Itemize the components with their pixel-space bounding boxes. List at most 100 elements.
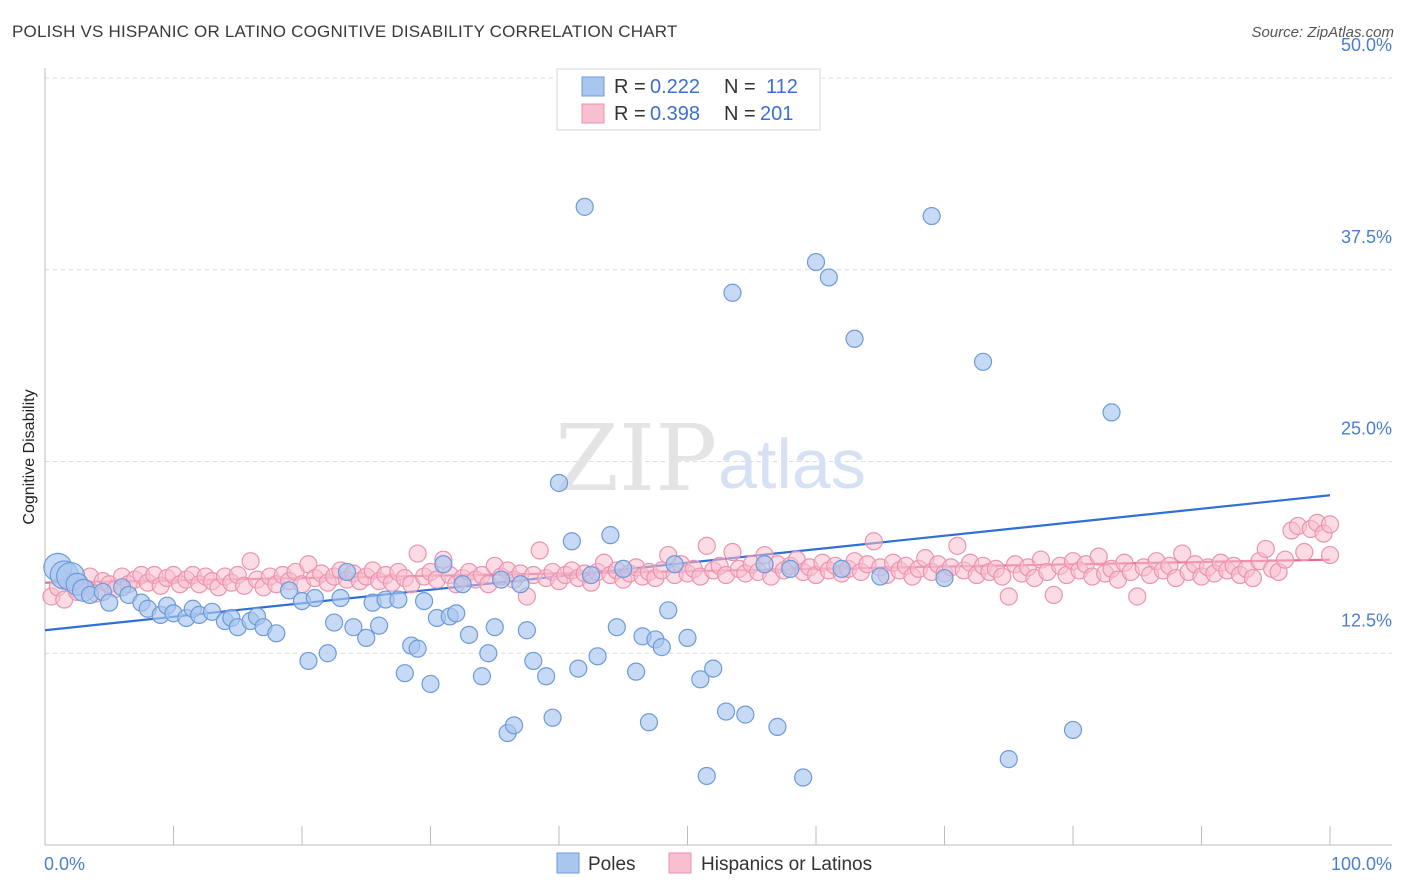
poles-point-39 (389, 590, 408, 609)
bottom-legend: Poles Hispanics or Latinos (556, 852, 872, 875)
poles-point-73 (639, 713, 659, 732)
poles-point-44 (421, 674, 440, 694)
y-tick-label-1: 25.0% (1341, 419, 1392, 439)
poles-point-35 (357, 628, 376, 648)
watermark-atlas: atlas (718, 425, 866, 503)
poles-point-64 (569, 659, 588, 678)
y-tick-labels: 12.5% 25.0% 37.5% 50.0% (1341, 35, 1392, 630)
poles-point-60 (537, 667, 556, 686)
hispanics-point-141 (948, 536, 967, 555)
poles-point-93 (871, 567, 890, 586)
hispanics-point-31 (241, 552, 260, 571)
poles-point-62 (549, 473, 569, 493)
poles-point-57 (511, 575, 530, 594)
poles-point-58 (517, 621, 536, 640)
poles-point-63 (562, 532, 581, 551)
hispanics-point-106 (723, 542, 742, 562)
hispanics-point-76 (530, 541, 549, 560)
poles-point-91 (832, 559, 851, 578)
poles-point-70 (614, 559, 633, 578)
hispanics-point-199 (1320, 515, 1340, 534)
poles-point-59 (524, 651, 543, 671)
poles-point-43 (414, 591, 434, 611)
poles-point-18 (202, 602, 222, 621)
poles-point-56 (504, 716, 524, 735)
poles-point-83 (723, 283, 742, 302)
legend-r-label-hispanics: R = (614, 103, 646, 125)
poles-point-32 (331, 588, 350, 608)
poles-point-54 (492, 570, 511, 589)
legend-r-value-poles: 0.222 (650, 76, 700, 98)
poles-point-50 (459, 625, 479, 644)
legend-swatch-poles (581, 76, 605, 97)
legend-n-label-hispanics: N = (724, 103, 756, 125)
legend-r-label-poles: R = (614, 76, 646, 98)
poles-point-61 (543, 708, 562, 727)
legend-n-label-poles: N = (724, 76, 756, 98)
poles-point-49 (453, 575, 472, 594)
poles-point-51 (472, 667, 491, 686)
source-label: Source: ZipAtlas.com (1251, 24, 1394, 41)
poles-point-68 (601, 526, 620, 545)
series-hispanics-points (42, 513, 1340, 609)
poles-point-71 (626, 662, 646, 681)
poles-point-89 (806, 252, 826, 272)
legend-box: R = 0.222 N = 112 R = 0.398 N = 201 (556, 68, 821, 131)
poles-point-52 (479, 644, 498, 663)
poles-point-7 (100, 593, 119, 612)
poles-point-48 (447, 604, 466, 623)
x-tick-label-min: 0.0% (44, 854, 85, 874)
poles-point-75 (652, 638, 671, 657)
poles-point-87 (781, 559, 800, 578)
poles-point-34 (344, 618, 363, 637)
y-tick-label-3: 50.0% (1341, 35, 1392, 55)
y-tick-label-0: 12.5% (1341, 610, 1392, 630)
hispanics-point-192 (1275, 550, 1295, 569)
poles-point-80 (697, 766, 716, 786)
poles-point-98 (1063, 720, 1083, 740)
axes (44, 68, 1392, 846)
poles-point-97 (999, 749, 1018, 769)
y-tick-label-2: 37.5% (1341, 227, 1392, 247)
hispanics-point-148 (993, 567, 1012, 586)
poles-point-29 (305, 588, 324, 608)
poles-point-92 (845, 329, 864, 348)
grid-lines (45, 77, 1392, 654)
poles-point-86 (768, 717, 787, 736)
hispanics-point-195 (1295, 542, 1314, 562)
watermark-zip: ZIP (555, 405, 717, 512)
legend-r-value-hispanics: 0.398 (650, 103, 700, 125)
poles-point-82 (716, 702, 736, 721)
poles-point-78 (678, 628, 697, 648)
poles-point-81 (704, 659, 723, 678)
poles-point-40 (395, 664, 414, 683)
poles-point-77 (665, 555, 684, 574)
hispanics-point-156 (1044, 585, 1063, 605)
y-axis-label: Cognitive Disability (21, 389, 38, 524)
poles-point-69 (607, 618, 626, 637)
poles-point-96 (973, 352, 993, 371)
poles-point-90 (819, 268, 838, 287)
poles-point-42 (408, 639, 427, 658)
hispanics-point-189 (1256, 539, 1275, 559)
hispanics-point-102 (697, 536, 716, 555)
poles-point-37 (370, 616, 389, 635)
poles-point-31 (325, 613, 344, 632)
bottom-legend-label-poles: Poles (588, 854, 636, 875)
legend-n-value-hispanics: 201 (760, 103, 793, 125)
poles-point-85 (755, 555, 774, 574)
hispanics-point-169 (1128, 587, 1147, 606)
poles-point-53 (485, 618, 504, 637)
poles-point-88 (794, 768, 813, 787)
poles-point-30 (318, 644, 337, 663)
hispanics-point-128 (864, 532, 883, 551)
poles-point-95 (935, 568, 954, 588)
hispanics-point-200 (1320, 545, 1340, 565)
poles-point-26 (280, 581, 299, 600)
poles-point-94 (922, 206, 941, 226)
poles-point-99 (1102, 403, 1121, 422)
poles-point-76 (659, 601, 678, 620)
poles-point-25 (267, 624, 286, 643)
hispanics-point-176 (1173, 544, 1192, 563)
